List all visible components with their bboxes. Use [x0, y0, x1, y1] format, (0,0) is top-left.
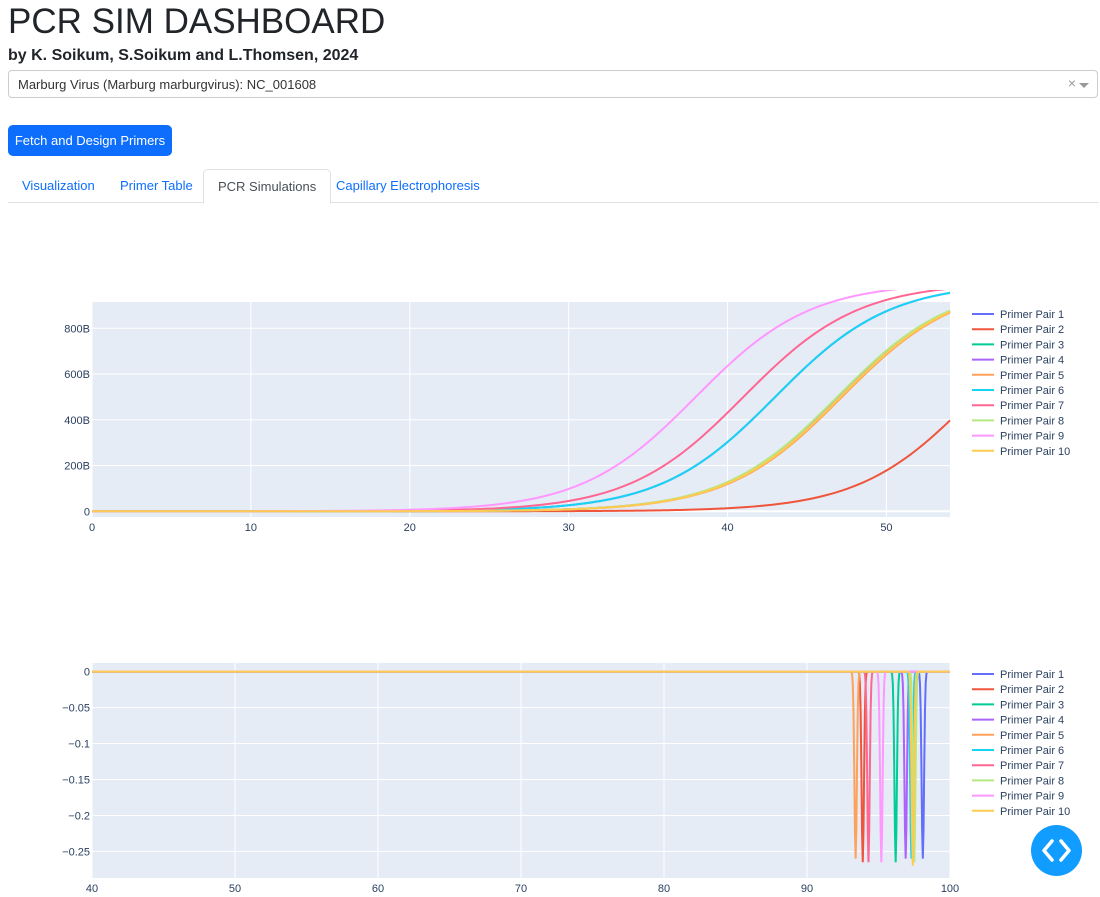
- legend-item-label: Primer Pair 5: [1000, 730, 1064, 742]
- x-tick-label: 0: [89, 522, 95, 534]
- x-tick-label: 50: [229, 883, 241, 895]
- chevron-down-icon[interactable]: [1079, 83, 1089, 88]
- series-line-primer-pair-10: [92, 310, 951, 513]
- legend-item-label: Primer Pair 1: [1000, 309, 1064, 321]
- legend-item-label: Primer Pair 10: [1000, 806, 1070, 818]
- y-tick-label: −0.15: [62, 774, 90, 786]
- legend-item-label: Primer Pair 9: [1000, 791, 1064, 803]
- x-tick-label: 80: [658, 883, 670, 895]
- x-tick-label: 40: [86, 883, 98, 895]
- legend-item-label: Primer Pair 8: [1000, 775, 1064, 787]
- legend-item-label: Primer Pair 10: [1000, 446, 1070, 458]
- legend-item-label: Primer Pair 6: [1000, 745, 1064, 757]
- y-tick-label: −0.25: [62, 846, 90, 858]
- x-tick-label: 70: [515, 883, 527, 895]
- legend-item-label: Primer Pair 7: [1000, 400, 1064, 412]
- x-tick-label: 10: [245, 522, 257, 534]
- virus-dropdown-value: Marburg Virus (Marburg marburgvirus): NC…: [18, 77, 317, 92]
- y-tick-label: 0: [84, 667, 90, 679]
- legend-item-label: Primer Pair 6: [1000, 385, 1064, 397]
- legend-item-label: Primer Pair 7: [1000, 760, 1064, 772]
- y-tick-label: −0.05: [62, 703, 90, 715]
- x-tick-label: 100: [941, 883, 959, 895]
- x-tick-label: 20: [404, 522, 416, 534]
- virus-dropdown[interactable]: Marburg Virus (Marburg marburgvirus): NC…: [8, 70, 1098, 98]
- pcr-amplification-chart: 0 10 20 30 40 50 0 200B 400B 600B 800B Primer Pair …: [64, 290, 1070, 534]
- page-subtitle: by K. Soikum, S.Soikum and L.Thomsen, 20…: [8, 47, 359, 64]
- series-line-primer-pair-10: [92, 670, 950, 866]
- legend-item-label: Primer Pair 3: [1000, 699, 1064, 711]
- legend-item-label: Primer Pair 4: [1000, 715, 1064, 727]
- fetch-design-primers-button[interactable]: Fetch and Design Primers: [8, 125, 172, 156]
- y-tick-label: −0.2: [68, 810, 90, 822]
- tab-bar: Visualization Primer Table PCR Simulatio…: [8, 169, 1099, 204]
- plot-area: [92, 302, 950, 517]
- x-tick-label: 50: [880, 522, 892, 534]
- melt-curve-chart: 40 50 60 70 80 90 100 0 −0.05 −0.1 −0.15 −0.2 −0.25 P…: [62, 663, 1070, 895]
- legend-item-label: Primer Pair 4: [1000, 355, 1064, 367]
- x-tick-label: 90: [801, 883, 813, 895]
- y-tick-label: 400B: [64, 415, 90, 427]
- legend-item-label: Primer Pair 5: [1000, 370, 1064, 382]
- legend-item-label: Primer Pair 3: [1000, 339, 1064, 351]
- tab-visualization[interactable]: Visualization: [22, 178, 95, 193]
- x-tick-label: 60: [372, 883, 384, 895]
- tab-pcr-simulations[interactable]: PCR Simulations: [203, 169, 332, 204]
- code-toggle-button[interactable]: [1031, 825, 1082, 876]
- y-tick-label: −0.1: [68, 739, 90, 751]
- legend-item-label: Primer Pair 8: [1000, 415, 1064, 427]
- legend-item-label: Primer Pair 2: [1000, 684, 1064, 696]
- y-tick-label: 0: [84, 506, 90, 518]
- legend-item-label: Primer Pair 9: [1000, 431, 1064, 443]
- page-title: PCR SIM DASHBOARD: [8, 2, 386, 41]
- x-tick-label: 40: [721, 522, 733, 534]
- y-tick-label: 600B: [64, 369, 90, 381]
- y-tick-label: 800B: [64, 323, 90, 335]
- y-tick-label: 200B: [64, 461, 90, 473]
- x-tick-label: 30: [563, 522, 575, 534]
- legend-item-label: Primer Pair 2: [1000, 324, 1064, 336]
- clear-icon[interactable]: ×: [1067, 75, 1076, 91]
- tab-capillary-electrophoresis[interactable]: Capillary Electrophoresis: [336, 178, 480, 193]
- tab-primer-table[interactable]: Primer Table: [120, 178, 193, 193]
- code-brackets-icon: [1042, 839, 1071, 862]
- legend-item-label: Primer Pair 1: [1000, 669, 1064, 681]
